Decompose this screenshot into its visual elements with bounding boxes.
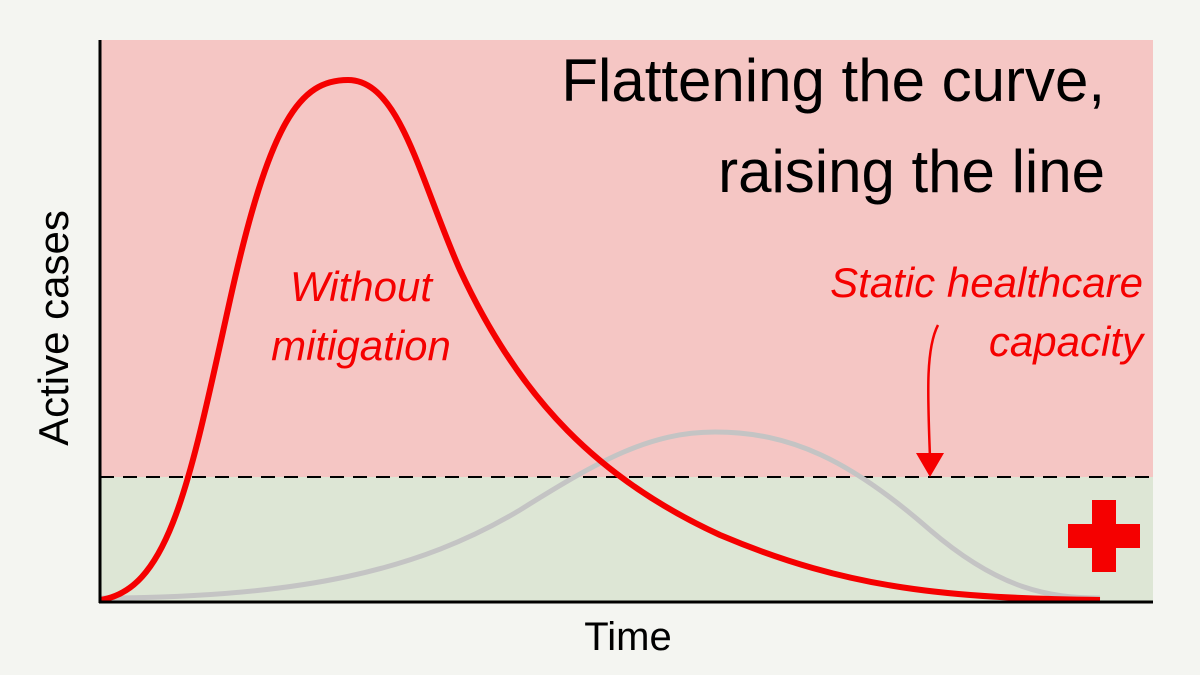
over-capacity-zone (100, 40, 1153, 477)
unmitigated-curve (99, 76, 1101, 603)
annotation: mitigation (271, 322, 451, 369)
y-axis-label: Active cases (30, 210, 77, 446)
title-line: Flattening the curve, (561, 47, 1105, 114)
annotation: Static healthcare (830, 259, 1143, 306)
capacity-zone (100, 477, 1153, 602)
x-axis-label: Time (584, 615, 671, 659)
mitigated-curve (99, 429, 1101, 601)
arrow-head (916, 453, 944, 477)
cross-horizontal (1068, 524, 1140, 548)
title-line: raising the line (718, 138, 1105, 205)
annotation: capacity (989, 318, 1146, 365)
annotation: Without (290, 263, 434, 310)
arrow-shaft (926, 324, 940, 459)
